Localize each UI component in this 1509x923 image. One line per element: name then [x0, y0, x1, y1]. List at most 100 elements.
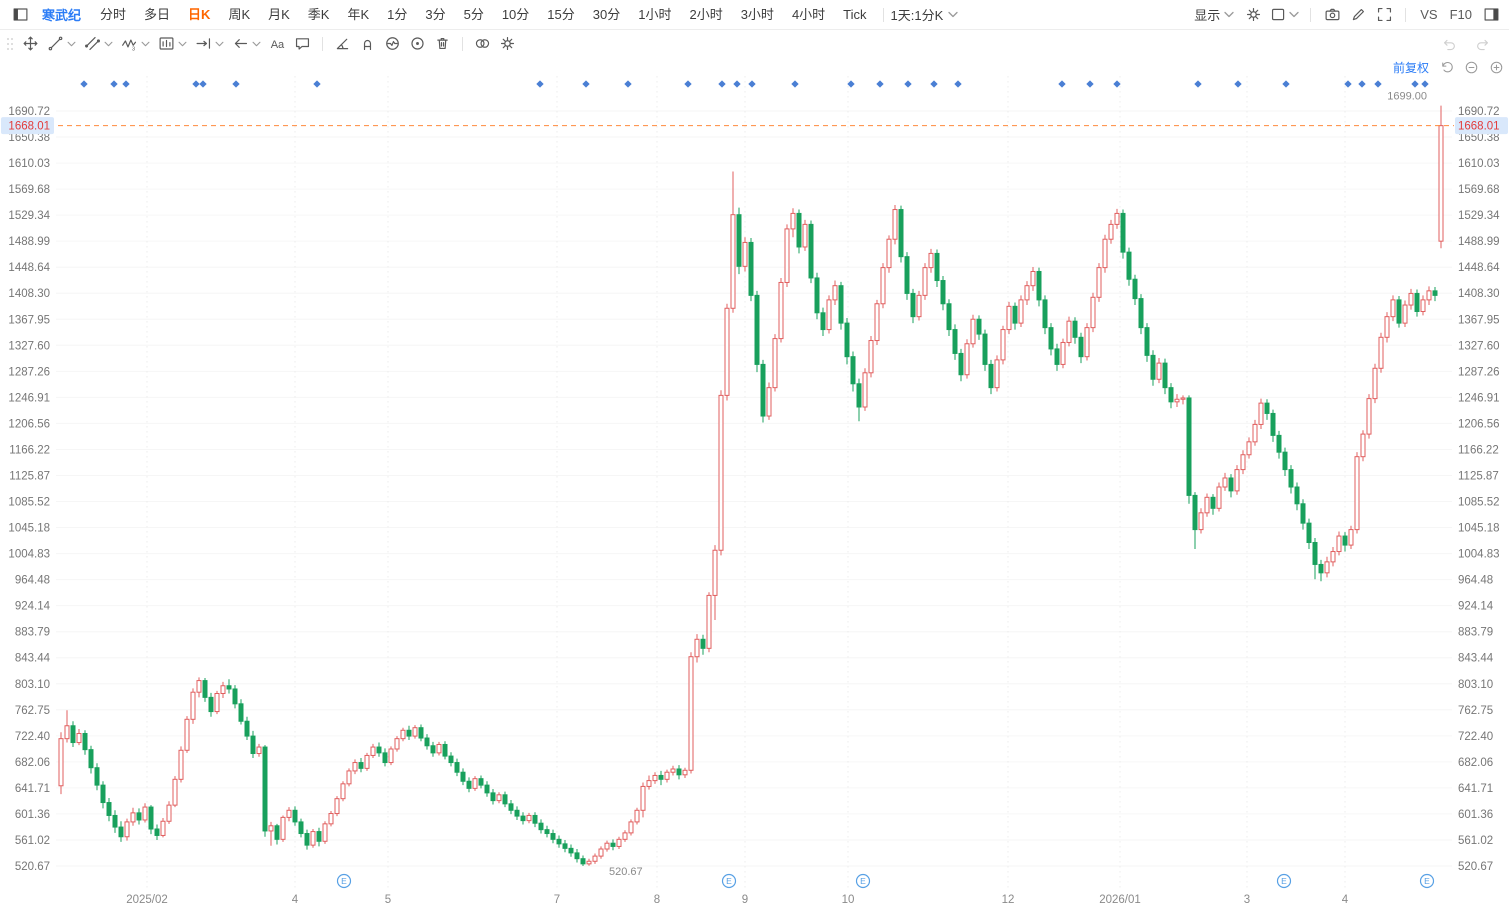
period-tab-7[interactable]: 1分 [387, 6, 408, 22]
fullscreen-button[interactable] [1372, 3, 1396, 27]
candle-body [1312, 542, 1318, 565]
event-diamond-marker[interactable] [1282, 80, 1290, 88]
text-tool[interactable]: Aa [269, 35, 286, 52]
period-tab-10[interactable]: 10分 [501, 6, 530, 22]
event-diamond-marker[interactable] [624, 80, 632, 88]
period-tab-12[interactable]: 30分 [592, 6, 621, 22]
drag-handle[interactable] [6, 36, 14, 52]
gear-tool[interactable] [499, 35, 516, 52]
vs-compare-button[interactable]: VS [1420, 7, 1438, 22]
period-tab-4[interactable]: 月K [268, 6, 290, 22]
event-diamond-marker[interactable] [791, 80, 799, 88]
display-dropdown[interactable]: 显示 [1189, 5, 1239, 24]
report-marker-circle[interactable] [336, 873, 352, 889]
event-diamond-marker[interactable] [232, 80, 240, 88]
measure-tool[interactable] [195, 35, 224, 52]
report-marker-circle[interactable] [721, 873, 737, 889]
trend-line-tool[interactable] [47, 35, 76, 52]
report-marker-circle[interactable] [1276, 873, 1292, 889]
period-tab-1[interactable]: 多日 [144, 6, 171, 22]
chevron-down-icon [215, 41, 224, 46]
event-diamond-marker[interactable] [930, 80, 938, 88]
report-marker-circle[interactable] [855, 873, 871, 889]
event-diamond-marker[interactable] [1411, 80, 1419, 88]
axis-label-left: 1690.72 [8, 106, 50, 118]
zoom-out-button[interactable] [1463, 60, 1479, 76]
undo-button[interactable] [1437, 32, 1461, 56]
event-diamond-marker[interactable] [582, 80, 590, 88]
pattern-icon [159, 37, 174, 50]
event-diamond-marker[interactable] [80, 80, 88, 88]
adjust-mode-button[interactable]: 前复权 [1392, 61, 1429, 75]
period-tab-16[interactable]: 4小时 [791, 6, 826, 22]
magnet-tool[interactable] [359, 35, 376, 52]
period-tab-5[interactable]: 季K [307, 6, 330, 22]
report-marker-circle[interactable] [1419, 873, 1435, 889]
angle-tool[interactable] [334, 35, 351, 52]
right-panel-toggle[interactable] [1479, 3, 1503, 27]
layout-box-icon [1271, 8, 1284, 21]
event-diamond-marker[interactable] [904, 80, 912, 88]
target-tool[interactable] [409, 35, 426, 52]
trash-tool[interactable] [434, 35, 451, 52]
period-tab-2[interactable]: 日K [188, 6, 211, 22]
event-diamond-marker[interactable] [733, 80, 741, 88]
stock-name[interactable]: 寒武纪 [42, 8, 82, 23]
layout-select-button[interactable] [1267, 3, 1301, 27]
hide-drawings-tool[interactable] [384, 35, 401, 52]
custom-period-dropdown[interactable]: 1天:1分K [891, 5, 959, 24]
wave-tool[interactable]: 3 [121, 35, 150, 52]
event-diamond-marker[interactable] [1058, 80, 1066, 88]
event-diamond-marker[interactable] [1234, 80, 1242, 88]
event-diamond-marker[interactable] [110, 80, 118, 88]
event-diamond-marker[interactable] [1194, 80, 1202, 88]
event-diamond-marker[interactable] [876, 80, 884, 88]
event-diamond-marker[interactable] [1421, 80, 1429, 88]
pattern-tool[interactable] [158, 35, 187, 52]
event-diamond-marker[interactable] [199, 80, 207, 88]
current-price-value-left: 1668.01 [8, 121, 50, 133]
period-tab-3[interactable]: 周K [228, 6, 251, 22]
event-diamond-marker[interactable] [313, 80, 321, 88]
candle-body [466, 780, 472, 789]
period-tab-8[interactable]: 3分 [425, 6, 446, 22]
event-diamond-marker[interactable] [1374, 80, 1382, 88]
period-tab-0[interactable]: 分时 [100, 6, 127, 22]
period-tab-14[interactable]: 2小时 [689, 6, 723, 22]
comment-tool[interactable] [294, 35, 311, 52]
event-diamond-marker[interactable] [748, 80, 756, 88]
event-diamond-marker[interactable] [192, 80, 200, 88]
event-diamond-marker[interactable] [1086, 80, 1094, 88]
axis-label-right: 1448.64 [1458, 262, 1500, 274]
candle-body [1228, 477, 1234, 492]
period-tab-17[interactable]: Tick [843, 6, 867, 22]
period-tab-15[interactable]: 3小时 [740, 6, 774, 22]
annotate-button[interactable] [1346, 3, 1370, 27]
chart-settings-button[interactable] [1241, 3, 1265, 27]
channel-tool[interactable] [84, 35, 113, 52]
axis-label-right: 1004.83 [1458, 549, 1500, 561]
event-diamond-marker[interactable] [718, 80, 726, 88]
period-tab-9[interactable]: 5分 [463, 6, 484, 22]
period-tab-11[interactable]: 15分 [547, 6, 575, 22]
cursor-move-tool[interactable] [22, 35, 39, 52]
reset-view-button[interactable] [1438, 60, 1454, 76]
redo-button[interactable] [1471, 32, 1495, 56]
screenshot-button[interactable] [1320, 3, 1344, 27]
overlap-circles-tool[interactable] [474, 35, 491, 52]
candle-body [202, 680, 208, 698]
f10-button[interactable]: F10 [1449, 7, 1472, 22]
period-tab-6[interactable]: 年K [347, 6, 370, 22]
event-diamond-marker[interactable] [954, 80, 962, 88]
event-diamond-marker[interactable] [1358, 80, 1366, 88]
zoom-in-button[interactable] [1488, 60, 1504, 76]
candle-body [1438, 125, 1444, 242]
period-tab-13[interactable]: 1小时 [638, 6, 672, 22]
event-diamond-marker[interactable] [684, 80, 692, 88]
event-diamond-marker[interactable] [122, 80, 130, 88]
event-diamond-marker[interactable] [536, 80, 544, 88]
arrow-left-tool[interactable] [232, 35, 261, 52]
window-layout-button[interactable] [8, 3, 32, 27]
